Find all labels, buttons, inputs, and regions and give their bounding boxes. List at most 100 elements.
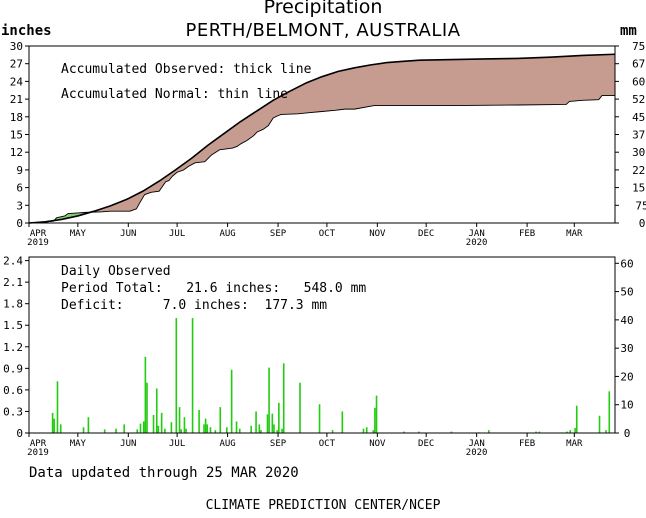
y2-tick-label: 30 [620, 342, 633, 355]
daily-bar [209, 427, 212, 433]
x-tick-label: APR [30, 229, 47, 239]
daily-bar [178, 407, 181, 433]
daily-bar [225, 427, 228, 433]
y-tick-label: 27 [10, 58, 23, 71]
y-tick-label: 15 [10, 129, 23, 142]
y2-tick-label: 20 [620, 370, 633, 383]
daily-bar [230, 369, 233, 433]
daily-bars [51, 318, 611, 433]
accumulated-y2-axis: 0 75 150 225 300 375 450 525 600 675 750 [615, 40, 646, 230]
x-tick-label: NOV [369, 439, 386, 449]
daily-bar [574, 427, 576, 433]
daily-bar [82, 427, 85, 433]
daily-bar [203, 424, 205, 433]
daily-y-axis: 0 0.3 0.6 0.9 1.2 1.5 1.8 2.1 2.4 [3, 255, 29, 440]
observed-line [28, 95, 615, 224]
accumulated-deficit-area [28, 53, 616, 224]
daily-bar [258, 424, 261, 433]
daily-bar [164, 428, 166, 433]
daily-bar [191, 318, 194, 433]
x-tick-year: 2019 [27, 448, 49, 458]
y-tick-label: 1.8 [3, 298, 23, 311]
daily-bar [160, 412, 163, 433]
daily-bar [123, 424, 126, 433]
y-tick-label: 21 [10, 93, 23, 106]
daily-bar [569, 430, 572, 433]
credit-line: CLIMATE PREDICTION CENTER/NCEP [205, 498, 441, 513]
normal-line [28, 53, 616, 224]
x-tick-year: 2020 [466, 448, 488, 458]
daily-bar [136, 429, 139, 433]
y-tick-label: 6 [16, 182, 23, 195]
daily-bar [418, 431, 420, 433]
daily-bar [273, 424, 275, 433]
daily-bar [204, 418, 207, 433]
daily-bar [365, 427, 368, 433]
daily-bar [144, 356, 147, 433]
x-tick-label: NOV [369, 229, 386, 239]
daily-bar [198, 410, 200, 433]
daily-bar [250, 425, 252, 433]
daily-bar [362, 428, 365, 433]
daily-bar [238, 428, 241, 433]
daily-bar [276, 430, 279, 433]
daily-plot-frame [28, 256, 616, 434]
x-tick-label: MAY [70, 439, 87, 449]
daily-bar [185, 428, 187, 433]
legend-observed: Accumulated Observed: thick line [61, 62, 312, 77]
y2-tick-label: 10 [620, 399, 633, 412]
y-tick-label: 1.2 [3, 341, 23, 354]
y-tick-label: 2.1 [3, 276, 23, 289]
y2-tick-label: 0 [639, 217, 646, 230]
x-tick-label: DEC [418, 439, 434, 449]
daily-bar [115, 428, 117, 433]
x-tick-label: JUL [169, 229, 185, 239]
daily-bar [146, 382, 148, 433]
y2-tick-label: 300 [632, 146, 646, 159]
y-tick-label: 9 [16, 164, 23, 177]
x-tick-label: JUN [120, 439, 136, 449]
daily-bar [282, 363, 285, 433]
y2-tick-label: 675 [632, 58, 646, 71]
daily-bar [180, 429, 182, 433]
x-tick-label: MAR [566, 439, 583, 449]
daily-bar [566, 431, 568, 433]
daily-bar [278, 402, 280, 433]
x-tick-label: SEP [270, 229, 287, 239]
y2-tick-label: 600 [632, 75, 646, 88]
daily-bar [488, 430, 490, 433]
daily-bar [56, 381, 59, 433]
y2-tick-label: 375 [632, 129, 646, 142]
daily-bar [59, 424, 62, 433]
daily-bar [575, 405, 578, 433]
y2-tick-label: 150 [632, 182, 646, 195]
x-tick-label: JUL [169, 439, 185, 449]
y2-tick-label: 750 [632, 40, 646, 53]
y2-tick-label: 60 [620, 257, 633, 270]
daily-bar [103, 429, 106, 433]
daily-bar [255, 411, 257, 433]
daily-bar [170, 422, 173, 433]
daily-bar [608, 391, 611, 433]
y2-tick-label: 225 [632, 164, 646, 177]
daily-bar [598, 415, 601, 433]
y2-tick-label: 40 [620, 314, 633, 327]
x-tick-label: OCT [319, 439, 336, 449]
x-tick-year: 2019 [27, 238, 49, 248]
x-tick-label: AUG [219, 439, 235, 449]
daily-bar [219, 407, 222, 433]
y2-tick-label: 75 [635, 199, 646, 212]
deficit-fill [28, 53, 616, 224]
daily-bar [341, 411, 344, 433]
data-updated-note: Data updated through 25 MAR 2020 [29, 465, 299, 481]
right-unit-label: mm [620, 23, 637, 39]
daily-bar [268, 367, 270, 433]
legend-normal: Accumulated Normal: thin line [61, 87, 288, 102]
daily-bar [235, 421, 238, 433]
daily-bar [206, 424, 209, 433]
daily-bar [51, 412, 54, 433]
x-tick-label: FEB [519, 229, 535, 239]
x-tick-label: OCT [319, 229, 336, 239]
